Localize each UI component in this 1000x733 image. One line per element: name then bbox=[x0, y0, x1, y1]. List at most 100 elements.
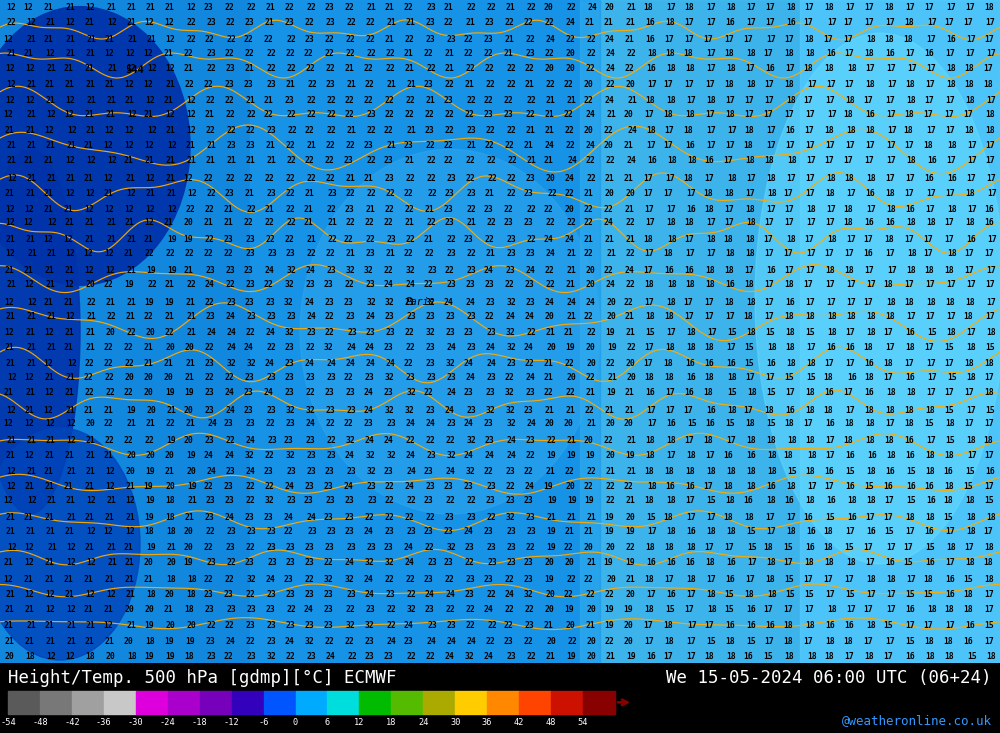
Text: 18: 18 bbox=[886, 405, 895, 415]
Text: 21: 21 bbox=[4, 343, 14, 352]
Text: 22: 22 bbox=[226, 110, 235, 119]
Bar bbox=[250, 0, 600, 663]
Text: 19: 19 bbox=[183, 235, 193, 244]
Text: 18: 18 bbox=[966, 372, 976, 382]
Text: 20: 20 bbox=[187, 621, 197, 630]
Text: 21: 21 bbox=[126, 235, 136, 244]
Text: 23: 23 bbox=[243, 266, 253, 275]
Text: 22: 22 bbox=[366, 35, 376, 44]
Text: 17: 17 bbox=[764, 218, 774, 227]
Text: 32: 32 bbox=[227, 358, 236, 368]
Text: 20: 20 bbox=[147, 405, 157, 415]
Text: 16: 16 bbox=[864, 358, 874, 368]
Text: 12: 12 bbox=[107, 591, 116, 600]
Text: 21: 21 bbox=[66, 174, 76, 183]
Text: 17: 17 bbox=[746, 3, 756, 12]
Text: 23: 23 bbox=[443, 558, 453, 567]
Text: 17: 17 bbox=[946, 3, 956, 12]
Text: 18: 18 bbox=[785, 328, 795, 337]
Text: 32: 32 bbox=[284, 298, 294, 306]
Text: 17: 17 bbox=[807, 156, 816, 165]
Text: 23: 23 bbox=[206, 636, 216, 646]
Text: 12: 12 bbox=[4, 298, 14, 306]
Text: 17: 17 bbox=[845, 358, 855, 368]
Text: 24: 24 bbox=[466, 298, 476, 306]
Text: 12: 12 bbox=[45, 419, 55, 428]
Text: 23: 23 bbox=[347, 405, 356, 415]
Text: 18: 18 bbox=[944, 652, 954, 661]
Text: 22: 22 bbox=[423, 388, 433, 397]
Text: 16: 16 bbox=[924, 174, 934, 183]
Text: 21: 21 bbox=[166, 80, 175, 89]
Text: 24: 24 bbox=[366, 358, 376, 368]
Text: 22: 22 bbox=[166, 419, 175, 428]
Text: 21: 21 bbox=[187, 312, 196, 321]
Text: 16: 16 bbox=[746, 621, 756, 630]
Text: 16: 16 bbox=[905, 205, 915, 214]
Text: 18: 18 bbox=[767, 189, 777, 199]
Text: 15: 15 bbox=[906, 496, 916, 505]
Text: 18: 18 bbox=[983, 435, 993, 444]
Text: 23: 23 bbox=[484, 435, 494, 444]
Text: 23: 23 bbox=[246, 652, 256, 661]
Text: 15: 15 bbox=[925, 543, 935, 553]
Text: 12: 12 bbox=[26, 18, 36, 26]
Text: 22: 22 bbox=[386, 189, 396, 199]
Text: 21: 21 bbox=[127, 266, 137, 275]
Text: 22: 22 bbox=[427, 64, 437, 73]
Text: 21: 21 bbox=[604, 405, 614, 415]
Text: 12: 12 bbox=[67, 358, 77, 368]
Text: 23: 23 bbox=[427, 266, 437, 275]
Text: 18: 18 bbox=[985, 110, 995, 119]
Text: 17: 17 bbox=[883, 652, 893, 661]
Text: 23: 23 bbox=[267, 126, 277, 135]
Text: 20: 20 bbox=[624, 621, 633, 630]
Text: 18: 18 bbox=[764, 405, 774, 415]
Text: 22: 22 bbox=[304, 18, 314, 26]
Text: 23: 23 bbox=[425, 312, 435, 321]
Text: 21: 21 bbox=[64, 80, 74, 89]
Text: 19: 19 bbox=[546, 451, 556, 460]
Text: 15: 15 bbox=[784, 372, 794, 382]
Text: 19: 19 bbox=[544, 575, 554, 584]
Text: 24: 24 bbox=[304, 358, 314, 368]
Text: 18: 18 bbox=[964, 126, 974, 135]
Text: 21: 21 bbox=[85, 218, 94, 227]
Text: 21: 21 bbox=[7, 141, 16, 150]
Text: 32: 32 bbox=[363, 266, 373, 275]
Text: 24: 24 bbox=[486, 343, 495, 352]
Text: 22: 22 bbox=[326, 435, 336, 444]
Text: 23: 23 bbox=[447, 419, 456, 428]
Text: 32: 32 bbox=[265, 496, 274, 505]
Text: 22: 22 bbox=[424, 50, 434, 59]
Text: 23: 23 bbox=[384, 156, 394, 165]
Text: 21: 21 bbox=[125, 482, 135, 491]
Text: 24: 24 bbox=[224, 451, 234, 460]
Text: 21: 21 bbox=[444, 50, 454, 59]
Text: 18: 18 bbox=[643, 235, 653, 244]
Text: 23: 23 bbox=[223, 482, 233, 491]
Text: 24: 24 bbox=[545, 141, 555, 150]
Text: 20: 20 bbox=[105, 652, 115, 661]
Text: 23: 23 bbox=[484, 205, 494, 214]
Text: 18: 18 bbox=[985, 388, 994, 397]
Text: 22: 22 bbox=[627, 50, 636, 59]
Text: 12: 12 bbox=[44, 388, 54, 397]
Text: 12: 12 bbox=[64, 280, 74, 289]
Text: 18: 18 bbox=[705, 266, 715, 275]
Text: 23: 23 bbox=[426, 405, 436, 415]
Text: 17: 17 bbox=[805, 189, 815, 199]
Text: 17: 17 bbox=[904, 358, 914, 368]
Text: 20: 20 bbox=[183, 543, 193, 553]
Text: 21: 21 bbox=[47, 343, 57, 352]
Text: 21: 21 bbox=[227, 156, 237, 165]
Text: 23: 23 bbox=[286, 591, 296, 600]
Text: 17: 17 bbox=[863, 636, 873, 646]
Text: 21: 21 bbox=[44, 35, 53, 44]
Text: 20: 20 bbox=[584, 543, 594, 553]
Text: 22: 22 bbox=[605, 358, 615, 368]
Text: 17: 17 bbox=[984, 372, 994, 382]
Text: 18: 18 bbox=[903, 35, 913, 44]
Text: 18: 18 bbox=[786, 96, 796, 105]
Text: 17: 17 bbox=[725, 312, 735, 321]
